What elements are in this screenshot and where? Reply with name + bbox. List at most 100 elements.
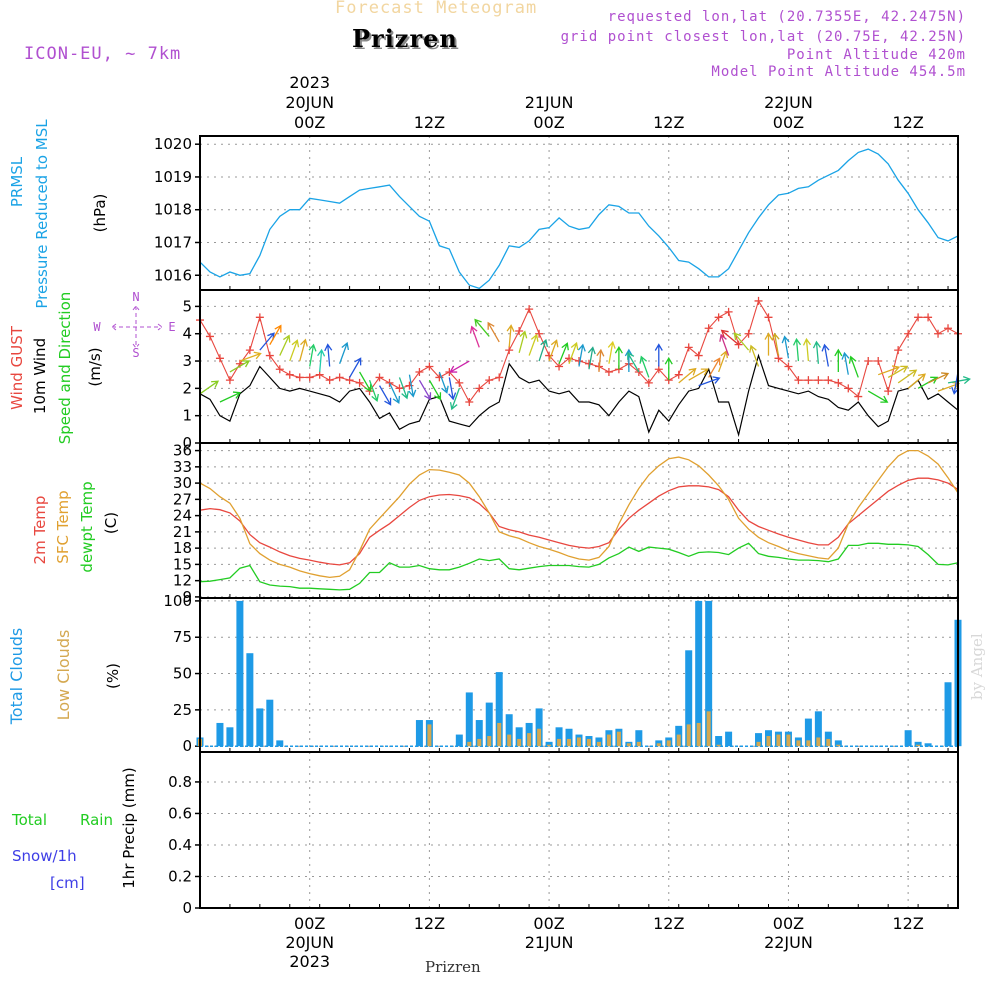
- sfc-temp-label: SFC Temp: [54, 490, 72, 563]
- wind-arrow: [398, 377, 409, 400]
- wind-arrow: [708, 357, 721, 378]
- gust-marker: [684, 343, 693, 352]
- total-cloud-bar: [236, 600, 244, 747]
- total-cloud-bar: [944, 682, 952, 747]
- low-cloud-bar: [916, 744, 921, 747]
- wind-arrow: [834, 348, 843, 372]
- gust-marker: [405, 381, 414, 390]
- temperature-ytick-label: 9: [182, 588, 192, 606]
- total-cloud-bar: [415, 720, 423, 747]
- wind-arrow: [229, 360, 251, 373]
- precip-ytick-label: 0.8: [168, 773, 192, 791]
- wind-ytick-label: 0: [182, 434, 192, 452]
- low-cloud-bar: [507, 734, 512, 747]
- temperature-ytick-label: 36: [173, 442, 192, 460]
- gust-marker: [884, 387, 893, 396]
- pressure-panel-bg: [200, 136, 958, 290]
- precip-ytick-label: 0: [182, 899, 192, 917]
- sfc-line: [199, 449, 959, 579]
- low-cloud-label: Low Clouds: [54, 630, 73, 721]
- time-label-bottom: 00Z: [773, 914, 804, 933]
- total-cloud-bar: [276, 740, 284, 747]
- wind-arrow: [678, 367, 697, 384]
- low-cloud-bar: [567, 738, 572, 747]
- total-cloud-bar: [715, 736, 723, 747]
- cloud-unit: (%): [104, 663, 122, 689]
- total-cloud-bar: [814, 711, 822, 747]
- low-cloud-bar: [517, 738, 522, 747]
- dewpoint-label: dewpt Temp: [78, 481, 96, 572]
- wind-arrow: [418, 379, 432, 401]
- low-cloud-bar: [467, 741, 472, 747]
- gust-marker: [894, 346, 903, 355]
- precip-ytick-label: 0.4: [168, 836, 192, 854]
- gust-marker: [555, 362, 564, 371]
- low-cloud-bar: [696, 722, 701, 747]
- total-cloud-bar: [755, 733, 763, 747]
- pressure-ytick-label: 1018: [154, 201, 192, 219]
- wind-arrow: [299, 338, 308, 362]
- gust-marker: [395, 384, 404, 393]
- time-label-top: 12Z: [414, 113, 445, 132]
- footer-station: Prizren: [425, 958, 481, 976]
- wind-arrow: [771, 332, 780, 356]
- total-cloud-bar: [485, 702, 493, 747]
- wind-arrow: [821, 343, 830, 367]
- wind-arrow: [897, 369, 918, 384]
- wind-arrow: [596, 348, 605, 373]
- total-cloud-bar: [545, 741, 553, 747]
- gust-marker: [425, 362, 434, 371]
- low-cloud-bar: [686, 724, 691, 747]
- gust-marker: [744, 329, 753, 338]
- time-label-top: 20JUN: [285, 93, 334, 112]
- pressure-ytick-label: 1020: [154, 135, 192, 153]
- wind-arrow: [848, 355, 859, 378]
- time-label-bottom: 00Z: [533, 914, 564, 933]
- total-cloud-bar: [495, 672, 503, 747]
- gust-marker: [654, 365, 663, 374]
- time-label-bottom: 12Z: [653, 914, 684, 933]
- wind-arrow: [368, 379, 379, 403]
- time-label-bottom: 12Z: [414, 914, 445, 933]
- clouds-ytick-label: 25: [173, 701, 192, 719]
- wind-arrow: [408, 374, 417, 398]
- gust-marker: [485, 376, 494, 385]
- wind-arrow: [289, 339, 300, 362]
- time-label-top: 12Z: [653, 113, 684, 132]
- total-cloud-bar: [924, 743, 932, 747]
- wind-arrow: [474, 318, 490, 337]
- wind-arrow: [654, 343, 663, 367]
- low-cloud-bar: [497, 722, 502, 747]
- low-cloud-bar: [676, 734, 681, 747]
- wind-arrow: [269, 324, 282, 345]
- wind-arrow: [449, 388, 460, 411]
- temperature-ytick-label: 15: [173, 555, 192, 573]
- total-cloud-bar: [565, 728, 573, 747]
- gust-marker: [275, 365, 284, 374]
- gust-marker: [814, 376, 823, 385]
- low-cloud-bar: [836, 744, 841, 747]
- temp2m-label: 2m Temp: [31, 496, 49, 565]
- time-label-bottom: 2023: [289, 952, 330, 971]
- wind-arrow: [449, 360, 470, 373]
- compass-east: E: [168, 320, 175, 334]
- gust-marker: [455, 378, 464, 387]
- wind-arrow: [927, 372, 950, 384]
- gust-marker: [535, 329, 544, 338]
- wind-direction-label: Speed and Direction: [56, 292, 74, 445]
- wind-arrow: [487, 321, 500, 343]
- total-cloud-bar: [246, 653, 254, 747]
- gust-marker: [784, 362, 793, 371]
- wind-arrow: [764, 332, 773, 356]
- gust-marker: [794, 376, 803, 385]
- wind-arrow: [718, 350, 729, 373]
- wind-arrow: [587, 346, 596, 370]
- gust-marker: [854, 392, 863, 401]
- wind-arrow: [378, 385, 392, 406]
- app-title: Forecast Meteogram: [335, 0, 538, 18]
- wind-ytick-label: 3: [182, 352, 192, 370]
- total-cloud-bar: [705, 600, 713, 747]
- pressure-ytick-label: 1016: [154, 266, 192, 284]
- time-label-top: 2023: [289, 73, 330, 92]
- precip-ytick-label: 0.6: [168, 804, 192, 822]
